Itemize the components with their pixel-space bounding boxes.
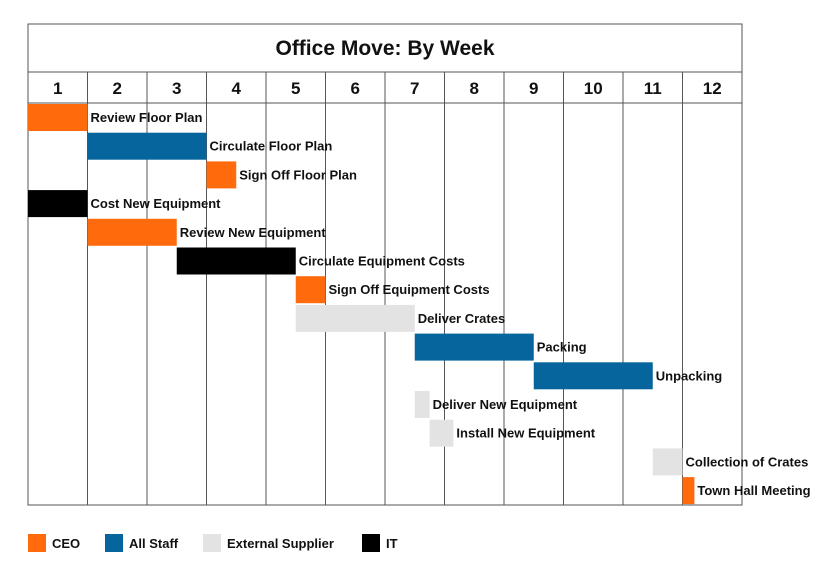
legend-swatch-supplier: [203, 534, 221, 552]
chart-title: Office Move: By Week: [275, 37, 494, 60]
task-bar: [429, 419, 454, 447]
task-bar: [682, 477, 695, 505]
title-box: [27, 23, 743, 73]
week-label-3: 3: [172, 79, 181, 98]
task-label: Cost New Equipment: [91, 196, 222, 211]
week-label-6: 6: [351, 79, 360, 98]
task-bar: [28, 190, 88, 218]
task-bar: [176, 247, 296, 275]
legend-label-supplier: External Supplier: [227, 536, 334, 551]
legend-label-staff: All Staff: [129, 536, 179, 551]
week-label-7: 7: [410, 79, 419, 98]
task-bar: [414, 391, 430, 418]
task-label: Install New Equipment: [456, 426, 595, 441]
task-bar: [206, 161, 237, 189]
week-label-9: 9: [529, 79, 538, 98]
week-label-11: 11: [644, 79, 662, 98]
task-bars: Review Floor Plan Circulate Floor Plan Sig…: [28, 104, 811, 505]
week-label-1: 1: [53, 79, 62, 98]
task-bar: [652, 448, 683, 476]
task-label: Deliver New Equipment: [433, 397, 578, 412]
week-label-4: 4: [232, 79, 242, 98]
task-label: Circulate Floor Plan: [210, 139, 333, 154]
task-label: Packing: [537, 340, 587, 355]
task-label: Deliver Crates: [418, 311, 505, 326]
task-bar: [533, 362, 653, 390]
task-label: Collection of Crates: [686, 454, 809, 469]
task-label: Unpacking: [656, 368, 723, 383]
legend-swatch-it: [362, 534, 380, 552]
legend-label-ceo: CEO: [52, 536, 80, 551]
task-bar: [414, 333, 534, 361]
task-bar: [87, 132, 207, 160]
task-label: Sign Off Equipment Costs: [329, 282, 490, 297]
week-label-10: 10: [584, 79, 603, 98]
task-label: Review New Equipment: [180, 225, 327, 240]
week-label-2: 2: [113, 79, 122, 98]
task-label: Review Floor Plan: [91, 110, 203, 125]
week-label-8: 8: [470, 79, 479, 98]
task-label: Sign Off Floor Plan: [239, 167, 357, 182]
legend-swatch-staff: [105, 534, 123, 552]
week-label-5: 5: [291, 79, 300, 98]
task-bar: [28, 104, 88, 131]
week-label-12: 12: [703, 79, 722, 98]
legend-swatch-ceo: [28, 534, 46, 552]
task-bar: [295, 304, 415, 332]
legend-label-it: IT: [386, 536, 398, 551]
task-label: Town Hall Meeting: [697, 483, 810, 498]
legend: CEO All Staff External Supplier IT: [28, 534, 398, 552]
task-label: Circulate Equipment Costs: [299, 254, 465, 269]
task-bar: [87, 218, 177, 246]
task-bar: [295, 276, 326, 304]
